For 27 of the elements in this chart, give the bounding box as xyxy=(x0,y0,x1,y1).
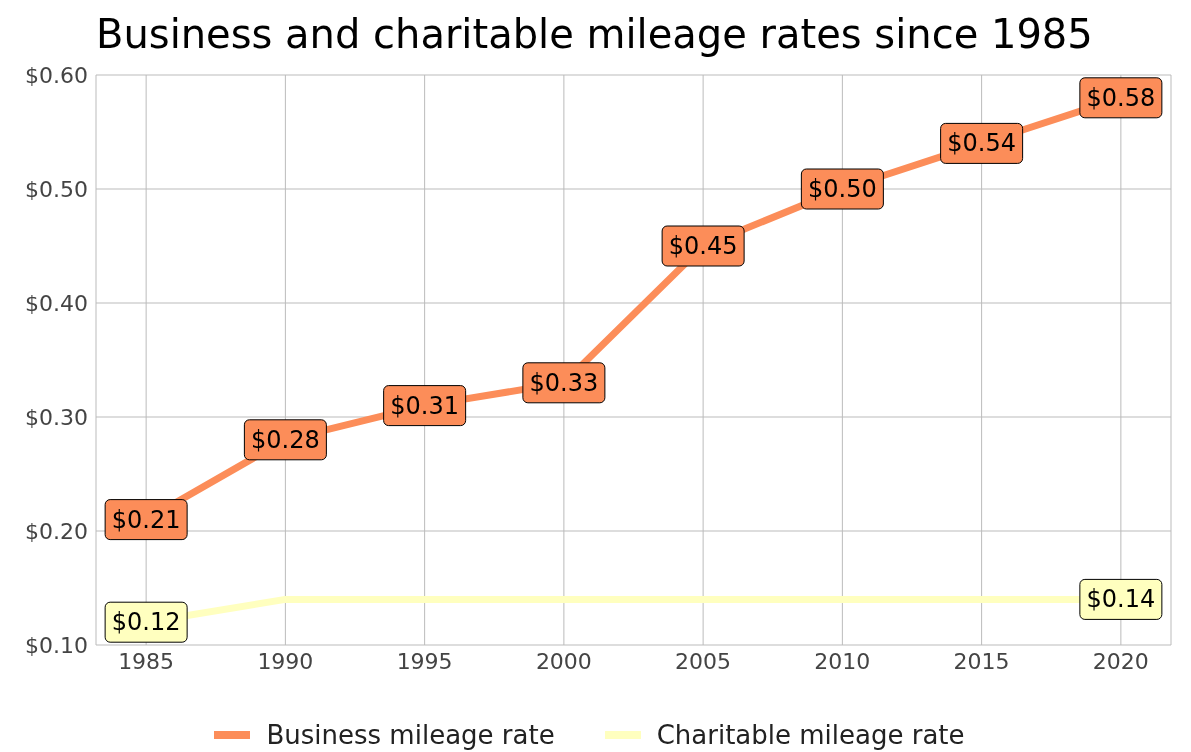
data-label: $0.58 xyxy=(1086,83,1156,112)
x-tick-label: 2000 xyxy=(535,648,592,674)
x-tick-label: 2010 xyxy=(814,648,871,674)
y-tick-label: $0.60 xyxy=(25,62,88,88)
y-tick-label: $0.10 xyxy=(25,632,88,658)
data-label: $0.21 xyxy=(111,505,181,534)
x-tick-label: 2020 xyxy=(1092,648,1149,674)
data-label: $0.28 xyxy=(251,425,320,454)
y-tick-label: $0.40 xyxy=(25,290,88,316)
data-label: $0.31 xyxy=(390,391,459,420)
chart-title: Business and charitable mileage rates since 1985 xyxy=(96,10,1094,59)
x-tick-label: 1985 xyxy=(118,648,175,674)
data-label: $0.54 xyxy=(947,129,1016,158)
data-label: $0.50 xyxy=(808,175,877,203)
data-label: $0.45 xyxy=(668,232,738,260)
data-label: $0.14 xyxy=(1086,585,1156,614)
data-label: $0.12 xyxy=(111,608,181,637)
data-label: $0.33 xyxy=(529,368,599,397)
legend-label: Business mileage rate xyxy=(266,720,555,750)
x-tick-label: 1995 xyxy=(396,648,453,674)
x-tick-label: 1990 xyxy=(257,648,314,674)
y-tick-label: $0.30 xyxy=(25,404,88,430)
legend-label: Charitable mileage rate xyxy=(656,720,965,750)
y-tick-label: $0.50 xyxy=(25,176,88,202)
x-tick-label: 2015 xyxy=(953,648,1010,674)
x-tick-label: 2005 xyxy=(675,648,732,674)
y-tick-label: $0.20 xyxy=(25,518,88,544)
